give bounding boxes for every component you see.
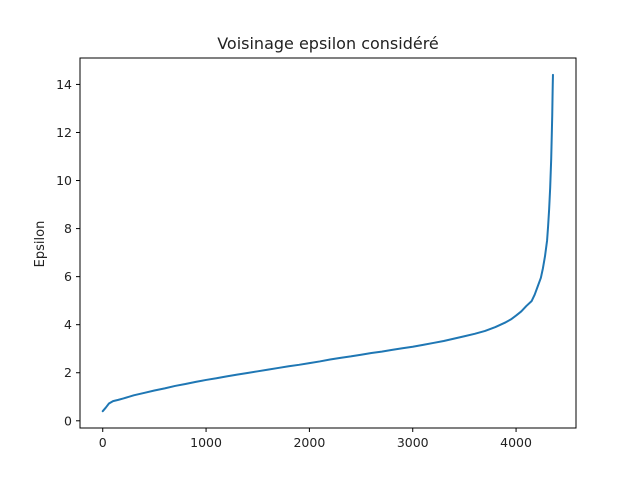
y-tick-label: 4 [64, 317, 72, 332]
y-tick-label: 8 [64, 221, 72, 236]
y-tick-label: 14 [56, 77, 72, 92]
x-tick-label: 0 [99, 435, 107, 450]
x-tick-label: 4000 [500, 435, 532, 450]
x-tick-label: 1000 [190, 435, 222, 450]
x-tick-label: 3000 [397, 435, 429, 450]
y-tick-label: 10 [56, 173, 72, 188]
y-axis-label: Epsilon [33, 221, 48, 268]
chart-title: Voisinage epsilon considéré [217, 34, 439, 53]
y-tick-label: 2 [64, 365, 72, 380]
plot-frame [79, 57, 577, 429]
y-tick-label: 6 [64, 269, 72, 284]
y-tick-label: 0 [64, 413, 72, 428]
x-tick-label: 2000 [293, 435, 325, 450]
plot-area [101, 73, 554, 413]
y-tick-label: 12 [56, 125, 72, 140]
series-line [101, 73, 554, 413]
